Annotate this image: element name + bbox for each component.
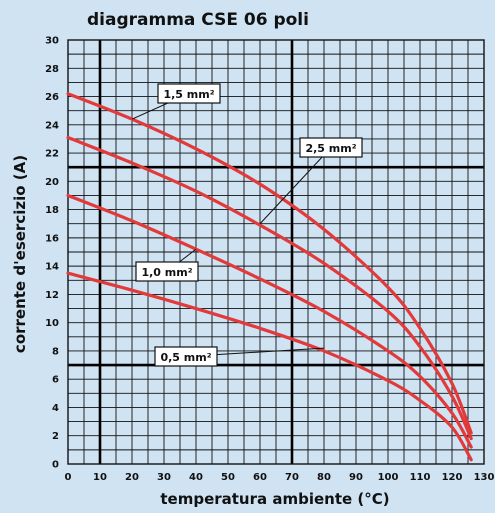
x-tick-label: 120 xyxy=(442,472,463,483)
annotation-group: 1,5 mm² 2,5 mm² 1,0 mm² 0,5 mm² xyxy=(131,83,363,367)
y-tick-label: 10 xyxy=(45,318,59,329)
y-axis-label: corrente d'esercizio (A) xyxy=(11,155,29,353)
plot-area xyxy=(67,39,485,465)
x-tick-label: 90 xyxy=(349,472,363,483)
annotation-box-0 xyxy=(157,83,221,104)
x-tick-label: 30 xyxy=(157,472,171,483)
y-tick-label: 22 xyxy=(45,149,59,160)
y-tick-label: 18 xyxy=(45,205,59,216)
x-tick-label: 20 xyxy=(125,472,139,483)
x-tick-label: 110 xyxy=(410,472,431,483)
annotation-box-2 xyxy=(135,261,199,282)
major-grid xyxy=(68,40,484,464)
y-tick-label: 16 xyxy=(45,233,59,244)
y-tick-label: 20 xyxy=(45,177,59,188)
x-tick-label: 40 xyxy=(189,472,203,483)
x-tick-label: 10 xyxy=(93,472,107,483)
annotation-box-3 xyxy=(154,346,218,367)
x-tick-label: 100 xyxy=(378,472,399,483)
x-tick-label: 70 xyxy=(285,472,299,483)
x-axis-ticks: 0 10 20 30 40 50 60 70 80 90 100 110 120 130 xyxy=(65,472,495,483)
annotation-label-2: 1,0 mm² xyxy=(141,266,192,279)
series-group xyxy=(66,92,473,462)
x-tick-label: 130 xyxy=(474,472,495,483)
annotation-leader-1 xyxy=(259,147,332,225)
x-tick-label: 80 xyxy=(317,472,331,483)
x-tick-label: 50 xyxy=(221,472,235,483)
y-tick-label: 26 xyxy=(45,92,59,103)
y-tick-label: 2 xyxy=(52,431,59,442)
y-tick-label: 24 xyxy=(45,120,59,131)
series-line-0 xyxy=(66,92,473,435)
annotation-label-0: 1,5 mm² xyxy=(163,88,214,101)
y-tick-label: 6 xyxy=(52,375,59,386)
y-tick-label: 14 xyxy=(45,262,59,273)
annotation-label-1: 2,5 mm² xyxy=(305,142,356,155)
x-tick-label: 0 xyxy=(65,472,72,483)
annotation-label-3: 0,5 mm² xyxy=(160,351,211,364)
y-tick-label: 0 xyxy=(52,460,59,471)
series-line-1 xyxy=(66,135,473,441)
annotation-box-1 xyxy=(299,137,363,158)
x-axis-label: temperatura ambiente (°C) xyxy=(160,490,389,508)
y-tick-label: 30 xyxy=(45,36,59,47)
chart-title: diagramma CSE 06 poli xyxy=(87,10,309,30)
y-tick-label: 4 xyxy=(52,403,59,414)
y-tick-label: 28 xyxy=(45,64,59,75)
series-line-3 xyxy=(66,271,473,462)
x-tick-label: 60 xyxy=(253,472,267,483)
series-line-2 xyxy=(66,193,473,449)
y-tick-label: 12 xyxy=(45,290,59,301)
y-tick-label: 8 xyxy=(52,346,59,357)
